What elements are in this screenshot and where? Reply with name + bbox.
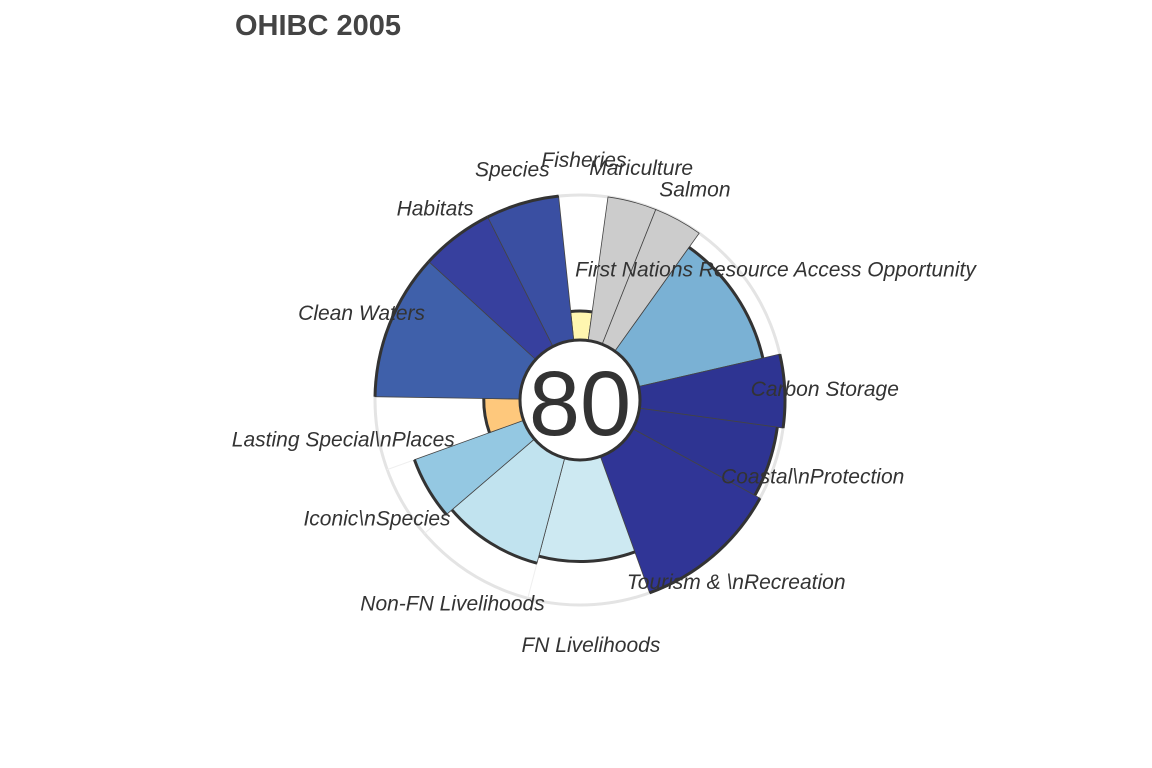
bar-edge-segment-4 [778,353,787,429]
center-layer: 80 [518,338,642,462]
label-segment-10: Lasting Special\nPlaces [232,429,455,452]
label-segment-5: Coastal\nProtection [721,466,904,489]
label-segment-12: Habitats [397,198,475,221]
bar-edge-segment-11 [373,260,430,397]
bar-edge-segment-0 [570,309,593,314]
bar-edge-segment-12 [427,215,489,263]
bars-layer [373,194,787,595]
label-segment-11: Clean Waters [298,302,425,325]
bar-edge-segment-10 [482,398,491,434]
label-segment-2: Salmon [659,178,730,201]
center-circle [518,338,642,462]
label-segment-8: Non-FN Livelihoods [360,592,545,615]
label-segment-9: Iconic\nSpecies [303,507,451,530]
bar-edge-segment-5 [753,426,779,497]
label-segment-7: FN Livelihoods [521,634,660,657]
bar-edge-segment-6 [649,497,762,595]
label-segment-3: First Nations Resource Access Opportunit… [575,259,977,282]
label-segment-6: Tourism & \nRecreation [627,571,846,594]
bar-edge-segment-7 [538,550,636,563]
label-segment-4: Carbon Storage [751,378,899,401]
bar-edge-segment-8 [450,508,538,565]
bar-edge-segment-3 [688,246,765,359]
label-segment-13: Species [475,159,550,182]
bar-edge-segment-9 [413,459,448,516]
label-segment-1: Mariculture [589,157,693,180]
label-segment-0: Fisheries [541,149,627,172]
bar-edge-segment-13 [486,194,559,219]
chart-title: OHIBC 2005 [235,10,402,42]
center-score: 80 [529,353,631,455]
